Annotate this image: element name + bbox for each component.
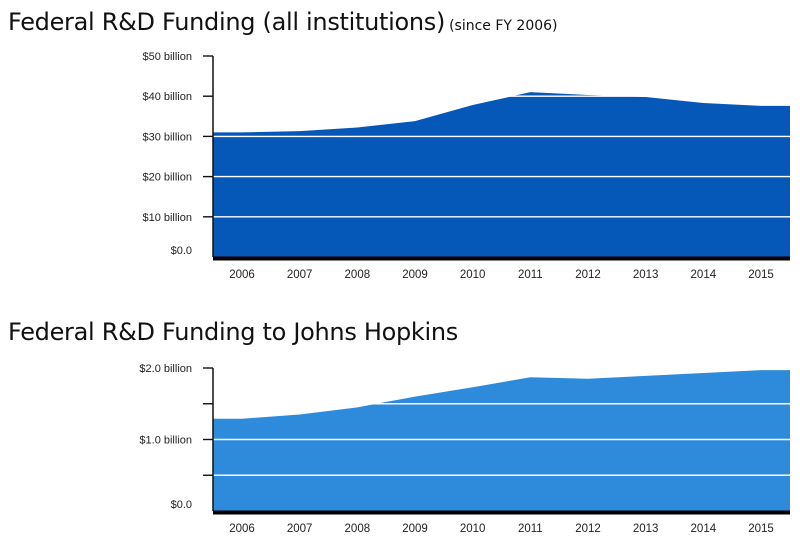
chart-1-y-tick-label: $10 billion: [142, 212, 192, 224]
chart-1-x-tick-label: 2012: [575, 269, 601, 281]
chart-1-y-tick-label: $50 billion: [142, 51, 192, 63]
chart-1-x-tick-label: 2015: [748, 269, 774, 281]
all-institutions-area-chart: $0.0 $10 billion $20 billion $30 billion $40…: [142, 51, 790, 281]
chart-2-x-tick-label: 2013: [633, 523, 659, 535]
chart-1-y-tick-label: $20 billion: [142, 172, 192, 184]
chart-1-x-tick-label: 2006: [229, 269, 255, 281]
johns-hopkins-area-chart: $0.0 $1.0 billion $2.0 billion 2006 2007 2008…: [139, 363, 790, 535]
chart-2-x-tick-label: 2012: [575, 523, 601, 535]
chart-1-x-tick-label: 2014: [691, 269, 717, 281]
chart-2-x-tick-label: 2007: [287, 523, 313, 535]
chart-1-area-fill: [213, 92, 790, 258]
chart-1-subtitle: (since FY 2006): [449, 18, 558, 34]
chart-1-x-tick-label: 2010: [460, 269, 486, 281]
chart-2-x-tick-label: 2010: [460, 523, 486, 535]
chart-2-x-tick-label: 2006: [229, 523, 255, 535]
chart-2-y-tick-label: $2.0 billion: [139, 363, 192, 375]
chart-2-x-tick-label: 2009: [402, 523, 428, 535]
chart-2-x-tick-label: 2015: [748, 523, 774, 535]
chart-2-area-fill: [213, 370, 790, 511]
chart-2-title: Federal R&D Funding to Johns Hopkins: [8, 318, 458, 346]
chart-2-x-tick-label: 2014: [691, 523, 717, 535]
chart-1-x-tick-label: 2013: [633, 269, 659, 281]
chart-1-title-text: Federal R&D Funding (all institutions): [8, 8, 446, 36]
chart-2-x-tick-label: 2011: [518, 523, 543, 535]
chart-1-x-tick-label: 2011: [518, 269, 543, 281]
chart-2-x-tick-label: 2008: [345, 523, 371, 535]
chart-1-y-tick-label: $0.0: [171, 245, 192, 257]
chart-1-y-tick-label: $30 billion: [142, 131, 192, 143]
chart-1-y-tick-label: $40 billion: [142, 91, 192, 103]
chart-1-x-tick-label: 2009: [402, 269, 428, 281]
chart-2-y-tick-label: $1.0 billion: [139, 435, 192, 447]
chart-2-y-tick-label: $0.0: [171, 499, 192, 511]
chart-2-title-text: Federal R&D Funding to Johns Hopkins: [8, 318, 459, 346]
chart-1-title: Federal R&D Funding (all institutions) (s…: [8, 8, 558, 36]
chart-1-x-tick-label: 2008: [345, 269, 371, 281]
chart-1-x-tick-label: 2007: [287, 269, 313, 281]
